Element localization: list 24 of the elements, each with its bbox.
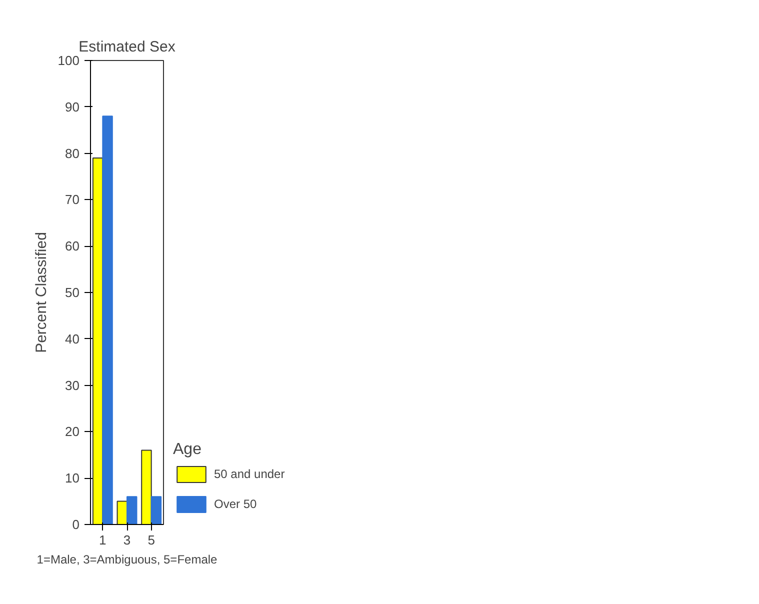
chart-title: Estimated Sex (78, 38, 176, 56)
legend-title: Age (173, 441, 202, 459)
y-tick-label: 100 (58, 53, 80, 68)
y-tick-label: 60 (65, 238, 80, 254)
y-tick-label: 0 (72, 517, 80, 532)
y-tick-label: 90 (65, 99, 80, 114)
y-tick-label: 30 (65, 378, 80, 393)
y-tick-label: 40 (65, 331, 80, 346)
y-axis-title: Percent Classified (32, 232, 50, 353)
y-tick-label: 70 (65, 192, 80, 208)
bar (126, 496, 138, 524)
x-tick-label: 5 (148, 532, 155, 548)
legend-label: Over 50 (214, 497, 257, 511)
y-tick-label: 10 (65, 470, 80, 486)
x-tick-label: 3 (123, 532, 131, 548)
y-tick-label: 50 (65, 285, 80, 300)
x-tick-label: 1 (99, 532, 106, 548)
legend-label: 50 and under (214, 467, 285, 481)
bar (150, 496, 162, 524)
bar (102, 116, 113, 524)
y-tick-label: 80 (65, 146, 80, 161)
bar (141, 450, 152, 524)
x-axis-title: 1=Male, 3=Ambiguous, 5=Female (36, 552, 218, 566)
y-tick-label: 20 (65, 424, 80, 440)
